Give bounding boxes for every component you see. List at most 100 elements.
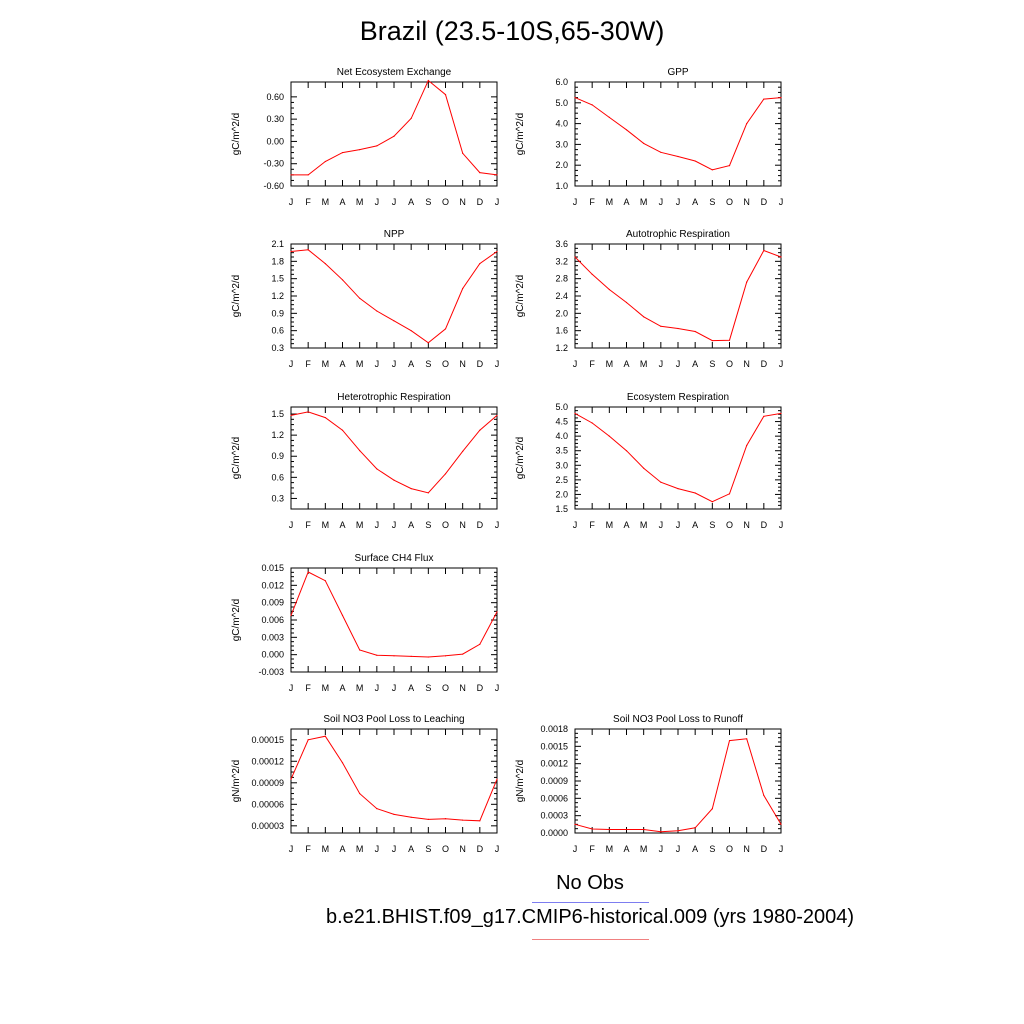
x-tick-label: F	[305, 359, 311, 369]
x-tick-label: J	[659, 197, 664, 207]
x-tick-label: A	[623, 844, 629, 854]
data-point	[608, 435, 610, 437]
data-point	[307, 571, 309, 573]
x-tick-label: S	[425, 520, 431, 530]
data-point	[359, 649, 361, 651]
x-tick-label: J	[375, 844, 380, 854]
y-tick-label: 2.0	[555, 489, 568, 499]
y-axis-label: gN/m^2/d	[231, 760, 242, 803]
data-point	[393, 320, 395, 322]
x-tick-label: O	[726, 359, 733, 369]
data-point	[393, 479, 395, 481]
x-tick-label: J	[779, 844, 784, 854]
data-point	[410, 330, 412, 332]
y-tick-label: 4.5	[555, 417, 568, 427]
x-tick-label: D	[761, 359, 768, 369]
data-point	[462, 819, 464, 821]
y-tick-label: 2.1	[271, 239, 284, 249]
data-point	[625, 129, 628, 131]
legend-model-line	[532, 939, 649, 940]
x-tick-label: J	[573, 359, 578, 369]
data-point	[780, 823, 782, 825]
data-point	[359, 149, 361, 151]
x-tick-label: A	[339, 683, 345, 693]
data-point	[410, 816, 412, 818]
data-point	[625, 828, 628, 831]
x-tick-label: A	[692, 520, 698, 530]
data-point	[427, 656, 429, 658]
y-tick-label: 3.0	[555, 139, 568, 149]
x-tick-label: J	[659, 520, 664, 530]
plot-frame	[290, 728, 498, 834]
data-point	[393, 135, 395, 137]
data-point	[746, 123, 748, 125]
x-tick-label: F	[305, 844, 311, 854]
x-tick-label: J	[676, 359, 681, 369]
y-tick-label: 1.2	[271, 430, 284, 440]
data-point	[694, 330, 696, 333]
legend-model-label: b.e21.BHIST.f09_g17.CMIP6-historical.009…	[325, 906, 855, 928]
y-tick-label: 3.6	[555, 239, 568, 249]
data-point	[660, 151, 662, 153]
data-point	[341, 614, 344, 616]
y-axis-label: gC/m^2/d	[515, 275, 526, 318]
x-tick-label: F	[589, 520, 595, 530]
y-tick-label: 0.00006	[251, 799, 284, 809]
x-tick-label: J	[495, 359, 500, 369]
x-tick-label: J	[676, 197, 681, 207]
data-point	[410, 117, 412, 119]
x-tick-label: D	[477, 683, 484, 693]
data-point	[444, 818, 447, 820]
x-tick-label: O	[726, 520, 733, 530]
y-tick-label: 1.6	[555, 326, 568, 336]
x-tick-label: S	[709, 844, 715, 854]
panel-title: Soil NO3 Pool Loss to Leaching	[323, 714, 464, 725]
x-tick-label: J	[392, 197, 397, 207]
x-tick-label: J	[289, 197, 294, 207]
y-tick-label: -0.30	[263, 159, 284, 169]
x-tick-label: O	[442, 520, 449, 530]
y-axis-label: gC/m^2/d	[231, 275, 242, 318]
data-point	[677, 155, 679, 158]
plot-frame	[290, 243, 498, 349]
data-point	[574, 412, 576, 415]
x-tick-label: J	[392, 359, 397, 369]
x-tick-label: A	[623, 520, 629, 530]
y-tick-label: 0.000	[261, 650, 284, 660]
x-tick-label: J	[573, 520, 578, 530]
data-point	[341, 151, 344, 154]
panel-title: Surface CH4 Flux	[355, 553, 434, 564]
x-tick-label: A	[339, 197, 345, 207]
x-tick-label: M	[356, 683, 364, 693]
data-point	[479, 263, 481, 265]
x-tick-label: A	[408, 197, 414, 207]
x-tick-label: J	[495, 197, 500, 207]
y-tick-label: 0.015	[261, 563, 284, 573]
data-point	[462, 450, 464, 452]
x-tick-label: J	[779, 520, 784, 530]
data-point	[444, 655, 447, 657]
series-line	[290, 571, 498, 658]
y-tick-label: 0.0006	[540, 793, 568, 803]
panel-title: Net Ecosystem Exchange	[337, 67, 452, 78]
data-point	[410, 488, 412, 490]
y-tick-label: 0.6	[271, 472, 284, 482]
y-tick-label: 0.0012	[540, 759, 568, 769]
y-tick-label: 1.2	[555, 343, 568, 353]
legend-obs-line	[532, 902, 649, 903]
data-point	[711, 501, 713, 503]
plot-frame	[574, 728, 782, 834]
y-tick-label: 2.8	[555, 274, 568, 284]
x-tick-label: J	[392, 520, 397, 530]
y-tick-label: 0.0003	[540, 811, 568, 821]
x-tick-label: A	[692, 197, 698, 207]
data-point	[728, 493, 731, 495]
data-point	[427, 342, 429, 344]
x-tick-label: J	[375, 359, 380, 369]
y-tick-label: 0.00009	[251, 778, 284, 788]
x-tick-label: J	[676, 844, 681, 854]
data-point	[307, 174, 309, 176]
data-point	[324, 263, 326, 265]
